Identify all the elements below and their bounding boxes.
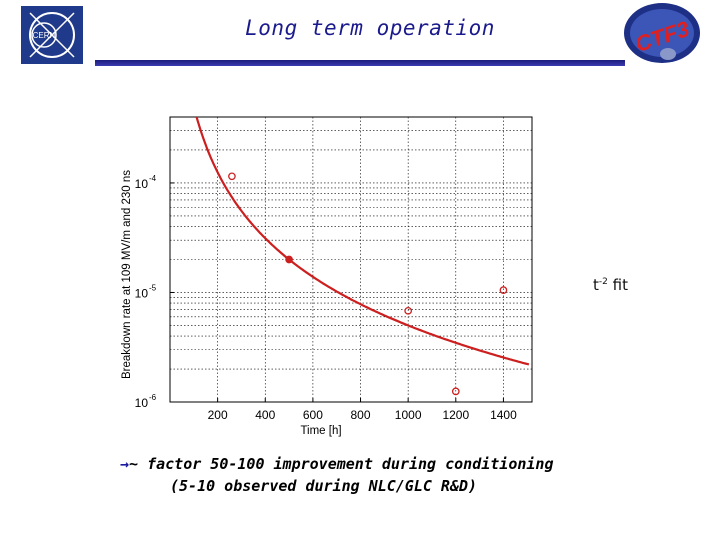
fit-label-suffix: fit [607, 276, 628, 294]
y-tick-exponent: -4 [149, 174, 157, 183]
fit-label-exponent: -2 [598, 277, 608, 287]
grid [170, 116, 532, 403]
x-tick-label: 200 [208, 408, 228, 422]
cern-logo-icon: CERN [21, 6, 83, 64]
x-tick-label: 800 [351, 408, 371, 422]
x-tick-label: 1200 [442, 408, 469, 422]
breakdown-rate-chart: 200 400 600 800 1000 1200 1400 10 -6 10 -5 10 -4 Tim… [110, 105, 550, 445]
fit-label-base: t [593, 276, 599, 294]
ctf3-logo: CTF3 [612, 0, 712, 70]
fit-curve [195, 116, 530, 366]
y-tick-exponent: -5 [149, 283, 157, 292]
data-point [404, 306, 413, 315]
title-divider [95, 60, 625, 66]
x-tick-label: 1000 [395, 408, 422, 422]
slide-title: Long term operation [245, 16, 495, 40]
y-tick-label: 10 [135, 177, 149, 191]
y-tick-label: 10 [135, 286, 149, 300]
conclusion-line-1-text: ~ factor 50-100 improvement during condi… [129, 455, 554, 473]
y-axis-label: Breakdown rate at 109 MV/m and 230 ns [121, 170, 133, 379]
x-tick-label: 400 [255, 408, 275, 422]
conclusion-text: →~ factor 50-100 improvement during cond… [120, 455, 620, 495]
x-tick-label: 1400 [490, 408, 517, 422]
fit-label: t-2 fit [593, 276, 628, 294]
y-tick-exponent: -6 [149, 393, 157, 402]
x-tick-label: 600 [303, 408, 323, 422]
data-point [451, 387, 460, 396]
y-tick-label: 10 [135, 396, 149, 410]
data-points [228, 172, 508, 396]
ctf3-logo-icon: CTF3 [624, 3, 700, 63]
conclusion-line-1: →~ factor 50-100 improvement during cond… [120, 455, 620, 473]
plot-frame [169, 116, 533, 403]
data-point [285, 255, 293, 264]
right-arrow-icon: → [120, 455, 130, 473]
conclusion-line-2: (5-10 observed during NLC/GLC R&D) [170, 477, 478, 495]
data-point [499, 286, 508, 295]
cern-logo-text: CERN [33, 31, 56, 40]
data-point [228, 172, 236, 181]
x-axis-label: Time [h] [300, 425, 341, 437]
cern-logo: CERN [20, 5, 84, 65]
